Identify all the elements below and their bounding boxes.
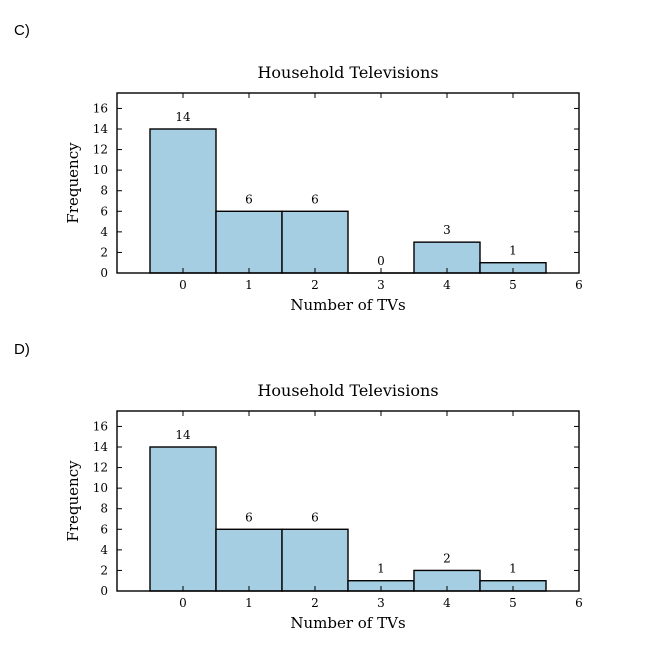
- y-axis-label: Frequency: [64, 460, 82, 542]
- y-tick-label-12: 12: [93, 143, 108, 157]
- y-axis-label: Frequency: [64, 142, 82, 224]
- x-tick-label-2: 2: [311, 596, 319, 610]
- y-tick-label-14: 14: [93, 122, 109, 136]
- option-label-d: D): [14, 341, 30, 358]
- bar-value-label-0: 14: [175, 428, 191, 442]
- bar-value-label-4: 3: [443, 223, 451, 237]
- option-label-c: C): [14, 22, 30, 39]
- y-tick-label-8: 8: [100, 502, 108, 516]
- y-tick-label-6: 6: [100, 522, 108, 536]
- bar-2: [281, 210, 349, 274]
- bar-value-label-1: 6: [245, 192, 253, 206]
- x-axis-label: Number of TVs: [290, 614, 405, 632]
- x-tick-label-1: 1: [245, 596, 253, 610]
- x-tick-label-6: 6: [575, 278, 583, 292]
- y-tick-label-10: 10: [93, 481, 108, 495]
- bar-0: [149, 446, 217, 592]
- bar-value-label-2: 6: [311, 510, 319, 524]
- bar-value-label-1: 6: [245, 510, 253, 524]
- y-tick-label-4: 4: [100, 543, 108, 557]
- x-tick-label-3: 3: [377, 596, 385, 610]
- bar-value-label-3: 1: [377, 562, 385, 576]
- bar-1: [215, 210, 283, 274]
- x-tick-label-0: 0: [179, 596, 187, 610]
- plot-frame: [116, 410, 580, 592]
- x-tick-label-4: 4: [443, 278, 451, 292]
- x-tick-label-6: 6: [575, 596, 583, 610]
- bar-1: [215, 528, 283, 592]
- y-tick-label-6: 6: [100, 204, 108, 218]
- bar-0: [149, 128, 217, 274]
- plot-frame: [116, 92, 580, 274]
- y-tick-label-10: 10: [93, 163, 108, 177]
- x-axis-label: Number of TVs: [290, 296, 405, 314]
- bar-value-label-5: 1: [509, 244, 517, 258]
- x-tick-label-1: 1: [245, 278, 253, 292]
- bar-4: [413, 241, 481, 274]
- bar-value-label-3: 0: [377, 254, 385, 268]
- chart-title: Household Televisions: [257, 63, 438, 82]
- y-tick-label-0: 0: [100, 266, 108, 280]
- y-tick-label-14: 14: [93, 440, 109, 454]
- bar-value-label-5: 1: [509, 562, 517, 576]
- chart-title: Household Televisions: [257, 381, 438, 400]
- y-tick-label-2: 2: [100, 245, 108, 259]
- y-tick-label-0: 0: [100, 584, 108, 598]
- bar-value-label-4: 2: [443, 551, 451, 565]
- x-tick-label-5: 5: [509, 278, 517, 292]
- y-tick-label-4: 4: [100, 225, 108, 239]
- bar-value-label-0: 14: [175, 110, 191, 124]
- bar-2: [281, 528, 349, 592]
- y-tick-label-8: 8: [100, 184, 108, 198]
- y-tick-label-16: 16: [93, 101, 108, 115]
- bar-value-label-2: 6: [311, 192, 319, 206]
- y-tick-label-2: 2: [100, 563, 108, 577]
- x-tick-label-2: 2: [311, 278, 319, 292]
- y-tick-label-16: 16: [93, 419, 108, 433]
- x-tick-label-0: 0: [179, 278, 187, 292]
- x-tick-label-3: 3: [377, 278, 385, 292]
- x-tick-label-5: 5: [509, 596, 517, 610]
- x-tick-label-4: 4: [443, 596, 451, 610]
- y-tick-label-12: 12: [93, 461, 108, 475]
